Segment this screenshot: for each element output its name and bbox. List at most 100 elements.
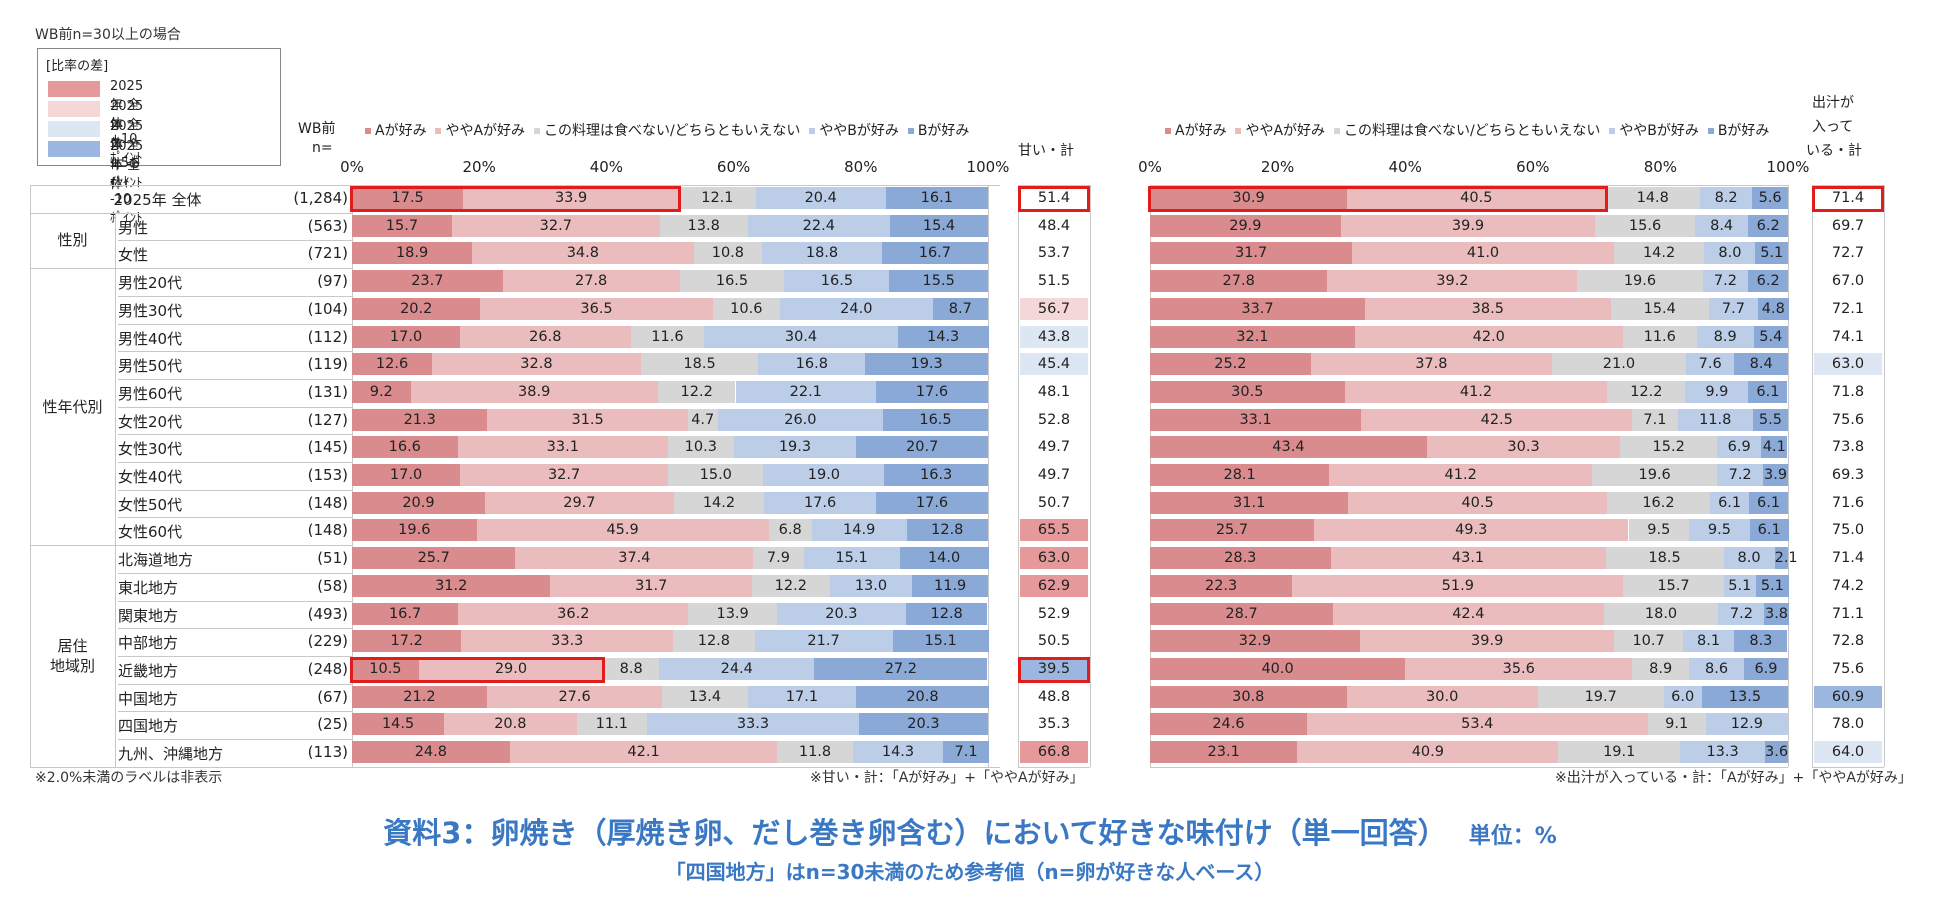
bar-segment: 16.8: [758, 353, 866, 376]
bar-segment: 15.7: [352, 214, 452, 237]
bar-segment: 20.3: [776, 602, 906, 625]
bar-segment-label: 18.5: [1648, 550, 1681, 567]
bar-segment-label: 31.1: [1233, 494, 1266, 511]
bar-segment-label: 16.5: [715, 273, 749, 290]
bar-segment-label: 20.4: [804, 190, 837, 206]
axis-tick-label: 20%: [1260, 158, 1295, 176]
bar-segment-label: 8.4: [1749, 356, 1773, 373]
group-label: 居住 地域別: [49, 636, 95, 675]
bar-segment: 8.0: [1704, 242, 1756, 265]
bar-segment-label: 17.6: [915, 383, 949, 400]
bar-segment: 17.0: [352, 464, 461, 486]
bar-segment: 26.8: [460, 325, 631, 348]
bar-segment: 9.5: [1628, 519, 1690, 542]
dashi-total-value: 69.3: [1814, 464, 1882, 486]
bar-segment: 13.4: [662, 685, 748, 708]
bar-segment-label: 19.3: [778, 439, 812, 456]
bar-segment: 5.1: [1756, 574, 1789, 597]
sweet-total-value: 49.7: [1020, 464, 1088, 486]
bar-segment: 5.4: [1753, 325, 1788, 348]
bar-segment: 28.3: [1150, 547, 1331, 570]
bar-segment-label: 3.8: [1764, 605, 1789, 622]
bar-segment: 17.6: [764, 491, 877, 514]
bar-segment: 5.1: [1755, 242, 1788, 265]
bar-segment-label: 11.6: [651, 328, 684, 345]
bar-segment-label: 21.7: [807, 633, 840, 650]
grid-line: [118, 545, 352, 547]
bar-segment-label: 8.3: [1749, 633, 1773, 650]
legend-label: 2025年 全体 +5ﾎﾟｲﾝﾄ: [110, 99, 144, 190]
top-note: WB前n=30以上の場合: [35, 27, 181, 43]
bar-segment: 12.8: [905, 602, 988, 625]
sweet-total-value: 52.9: [1020, 602, 1088, 625]
bar-segment-label: 9.5: [1707, 522, 1731, 539]
sweet-total-value: 48.8: [1020, 685, 1088, 708]
bar-segment: 39.9: [1359, 630, 1615, 653]
bar-segment-label: 12.1: [701, 190, 734, 206]
bar-segment: 14.9: [811, 519, 907, 542]
bar-segment-label: 15.1: [924, 633, 957, 650]
bar-segment: 24.4: [659, 657, 815, 680]
bar-segment: 42.4: [1333, 602, 1604, 625]
bar-segment: 29.0: [418, 657, 604, 680]
bar-segment-label: 38.9: [518, 383, 551, 400]
category-header-right: Aが好み ややAが好み この料理は食べない/どちらともいえない ややBが好み B…: [1165, 120, 1769, 140]
row-n-label: (97): [317, 272, 348, 291]
bar-segment-label: 23.1: [1207, 744, 1240, 760]
bar-segment: 43.4: [1150, 436, 1427, 459]
bar-segment-label: 10.5: [369, 660, 402, 677]
bar-segment-label: 6.9: [1754, 660, 1778, 677]
bar-segment-label: 32.7: [547, 467, 581, 483]
row-label: 2025年 全体: [113, 191, 202, 209]
sweet-total-value: 66.8: [1020, 741, 1088, 763]
bar-segment: 29.7: [484, 491, 674, 514]
bar-segment: 11.8: [1677, 408, 1753, 431]
axis-tick-label: 40%: [1388, 158, 1422, 176]
bar-segment-label: 30.0: [1426, 688, 1459, 705]
bar-segment: 3.9: [1763, 464, 1788, 486]
bar-segment: 41.2: [1329, 464, 1593, 486]
legend-swatch: [48, 141, 100, 157]
bar-segment-label: 4.1: [1762, 439, 1786, 456]
bar-segment: 5.6: [1752, 187, 1788, 209]
bar-segment-label: 11.8: [798, 744, 832, 760]
bar-segment-label: 24.4: [720, 660, 753, 677]
bar-segment: 16.7: [881, 242, 988, 265]
dashi-total-value: 71.8: [1814, 380, 1882, 403]
highlight-box: [350, 186, 681, 212]
bar-segment: 11.9: [912, 574, 988, 597]
sweet-total-value: 35.3: [1020, 713, 1088, 736]
bar-segment-label: 15.7: [385, 217, 419, 234]
bar-segment: 23.7: [352, 270, 503, 293]
bar-segment-label: 12.8: [930, 605, 963, 622]
category-dot: [809, 128, 816, 134]
bar-segment: 14.3: [897, 325, 989, 348]
category-dot: [1707, 128, 1714, 134]
bar-segment: 17.2: [352, 630, 462, 653]
row-n-label: (493): [307, 604, 348, 623]
bar-segment-label: 27.6: [558, 688, 591, 705]
bar-segment-label: 40.5: [1460, 190, 1493, 206]
bar-segment: 11.6: [1622, 325, 1697, 348]
bar-segment-label: 7.6: [1698, 356, 1722, 373]
bar-segment: 23.1: [1150, 741, 1298, 763]
bar-segment: 20.2: [352, 297, 481, 320]
bar-segment-label: 35.6: [1502, 660, 1535, 677]
bar-segment-label: 39.9: [1471, 633, 1504, 650]
grid-line: [118, 268, 352, 270]
bar-segment-label: 20.8: [906, 688, 939, 705]
grid-line: [1812, 185, 1813, 767]
bar-segment-label: 14.3: [927, 328, 960, 345]
bar-segment: 12.2: [752, 574, 830, 597]
bar-segment: 28.1: [1150, 464, 1330, 486]
footnote-hidden-labels: ※2.0%未満のラベルは非表示: [35, 770, 223, 786]
bar-segment-label: 29.0: [494, 660, 528, 677]
bar-segment-label: 17.0: [389, 328, 423, 345]
bar-segment-label: 43.4: [1272, 439, 1305, 456]
row-n-label: (67): [317, 687, 348, 706]
row-n-label: (153): [307, 466, 348, 484]
row-label: 中部地方: [118, 634, 179, 653]
bar-segment: 21.2: [352, 685, 487, 708]
grid-line: [118, 212, 352, 214]
bar-segment: 16.2: [1606, 491, 1711, 514]
